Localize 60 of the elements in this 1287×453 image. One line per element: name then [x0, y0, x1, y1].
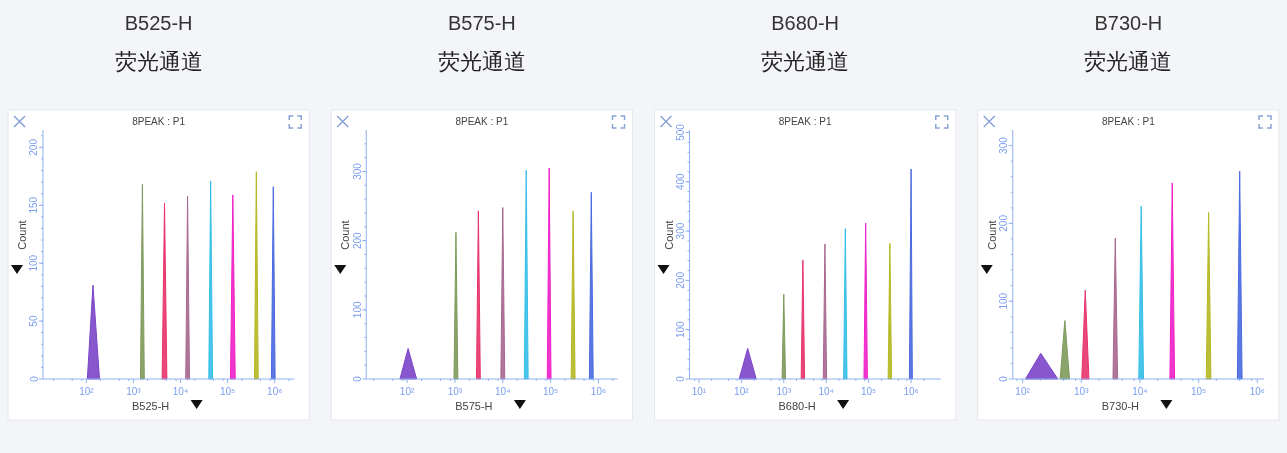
- chart-subtitle: 荧光通道: [1084, 49, 1173, 74]
- chart-title: B525-H: [124, 12, 193, 34]
- chart-subtitle: 荧光通道: [437, 49, 526, 74]
- x-tick-label: 10²: [399, 386, 415, 397]
- x-tick-label: 10⁶: [1249, 386, 1265, 397]
- y-tick-label: 50: [28, 315, 40, 327]
- text: 8PEAK : P1: [778, 116, 832, 127]
- chart-title: B730-H: [1094, 12, 1163, 34]
- x-tick-label: 10³: [1074, 386, 1090, 397]
- x-tick-label: 10²: [734, 386, 750, 397]
- x-tick-label: 10³: [126, 386, 142, 397]
- x-tick-label: 10⁶: [590, 386, 607, 397]
- y-tick-label: 400: [675, 172, 686, 191]
- y-axis-title: Count: [662, 220, 675, 250]
- x-tick-label: 10³: [447, 386, 463, 397]
- x-axis-title: B525-H: [131, 400, 170, 412]
- y-tick-label: 0: [998, 375, 1010, 382]
- x-tick-label: 10²: [79, 386, 95, 397]
- x-tick-label: 10⁴: [495, 386, 511, 397]
- y-tick-label: 0: [351, 375, 363, 382]
- x-tick-label: 10⁵: [219, 386, 236, 397]
- x-tick-label: 10⁶: [267, 386, 283, 397]
- chart-title: B680-H: [771, 12, 840, 34]
- x-tick-label: 10⁵: [861, 386, 877, 397]
- y-tick-label: 100: [28, 254, 40, 272]
- x-tick-label: 10⁴: [818, 386, 834, 397]
- x-tick-label: 10⁴: [172, 386, 189, 397]
- y-axis-title: Count: [985, 220, 998, 250]
- text: 8PEAK : P1: [1101, 116, 1156, 127]
- y-tick-label: 300: [998, 136, 1010, 154]
- x-tick-label: 10⁵: [542, 386, 559, 397]
- y-tick-label: 150: [28, 196, 40, 214]
- y-tick-label: 300: [675, 222, 686, 240]
- x-tick-label: 10⁵: [1190, 386, 1207, 397]
- text: 8PEAK : P1: [132, 116, 186, 127]
- x-axis-title: B680-H: [778, 400, 816, 412]
- y-tick-label: 0: [28, 375, 40, 382]
- y-tick-label: 300: [351, 162, 363, 180]
- x-tick-label: 10¹: [691, 386, 707, 397]
- y-tick-label: 200: [28, 138, 40, 156]
- x-tick-label: 10²: [1015, 386, 1031, 397]
- y-tick-label: 100: [351, 301, 363, 319]
- x-tick-label: 10⁶: [903, 386, 919, 397]
- y-tick-label: 200: [675, 271, 686, 289]
- y-tick-label: 100: [998, 292, 1010, 310]
- y-tick-label: 0: [675, 375, 686, 382]
- chart-title: B575-H: [447, 12, 516, 34]
- y-tick-label: 200: [351, 231, 363, 250]
- x-tick-label: 10⁴: [1132, 386, 1148, 397]
- x-axis-title: B575-H: [455, 400, 493, 412]
- y-tick-label: 100: [675, 320, 686, 339]
- chart-subtitle: 荧光通道: [761, 49, 850, 74]
- x-axis-title: B730-H: [1101, 400, 1140, 412]
- chart-subtitle: 荧光通道: [114, 49, 203, 74]
- y-tick-label: 500: [675, 123, 686, 141]
- y-tick-label: 200: [998, 214, 1010, 232]
- text: 8PEAK : P1: [455, 116, 509, 127]
- x-tick-label: 10³: [776, 386, 792, 397]
- y-axis-title: Count: [16, 220, 28, 250]
- y-axis-title: Count: [339, 220, 352, 250]
